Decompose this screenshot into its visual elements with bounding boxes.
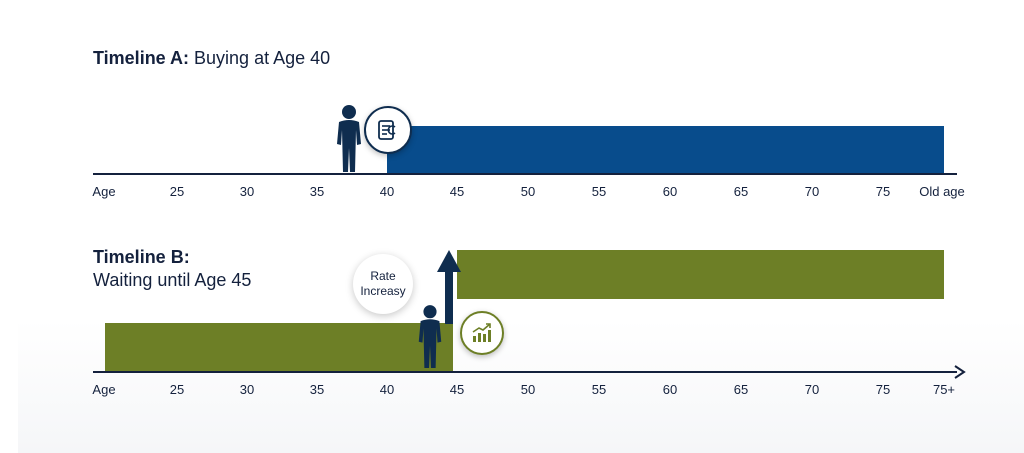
rate-label-line1: Rate: [370, 269, 396, 283]
axis-tick-label: 40: [379, 184, 395, 199]
timeline-a-axis: [93, 173, 957, 175]
policy-document-badge: [364, 106, 412, 154]
background-panel: [18, 8, 1024, 453]
growth-chart-icon: [472, 323, 491, 342]
axis-tick-label: 75: [875, 184, 891, 199]
timeline-b-axis-arrow-icon: [954, 365, 966, 379]
axis-tick-label: 45: [449, 184, 465, 199]
growth-chart-badge: [460, 311, 504, 355]
policy-document-icon: [378, 120, 396, 140]
axis-tick-label: 65: [733, 184, 749, 199]
axis-tick-label: 25: [169, 382, 185, 397]
axis-tick-label: 60: [662, 382, 678, 397]
axis-tick-label: 45: [449, 382, 465, 397]
axis-tick-label: Old age: [919, 184, 965, 199]
axis-tick-label: 70: [804, 184, 820, 199]
timeline-a-title-rest: Buying at Age 40: [189, 48, 331, 68]
axis-tick-label: 70: [804, 382, 820, 397]
axis-tick-label: 75: [875, 382, 891, 397]
person-icon: [337, 105, 361, 172]
axis-tick-label: 25: [169, 184, 185, 199]
axis-tick-label: 65: [733, 382, 749, 397]
timeline-b-title-rest: Waiting until Age 45: [93, 270, 252, 290]
timeline-a-title-bold: Timeline A:: [93, 48, 190, 68]
timeline-a-title: Timeline A: Buying at Age 40: [93, 48, 330, 69]
up-arrow-icon: [437, 250, 461, 324]
axis-tick-label: 30: [239, 184, 255, 199]
person-icon: [418, 305, 442, 368]
axis-tick-label: 55: [591, 184, 607, 199]
timeline-b-upper-band: [457, 250, 944, 299]
timeline-b-lower-band: [105, 323, 453, 372]
timeline-b-axis: [93, 371, 957, 373]
axis-tick-label: 40: [379, 382, 395, 397]
axis-tick-label: 60: [662, 184, 678, 199]
axis-tick-label: Age: [92, 184, 116, 199]
axis-tick-label: 55: [591, 382, 607, 397]
axis-tick-label: 50: [520, 184, 536, 199]
timeline-b-title-bold: Timeline B:: [93, 247, 190, 267]
timeline-a-coverage-bar: [387, 126, 944, 174]
axis-tick-label: 30: [239, 382, 255, 397]
axis-tick-label: 35: [309, 184, 325, 199]
axis-tick-label: 75+: [932, 382, 956, 397]
axis-tick-label: 35: [309, 382, 325, 397]
axis-tick-label: Age: [92, 382, 116, 397]
rate-label-line2: Increasy: [360, 284, 406, 298]
axis-tick-label: 50: [520, 382, 536, 397]
rate-increase-bubble: Rate Increasy: [353, 254, 413, 314]
